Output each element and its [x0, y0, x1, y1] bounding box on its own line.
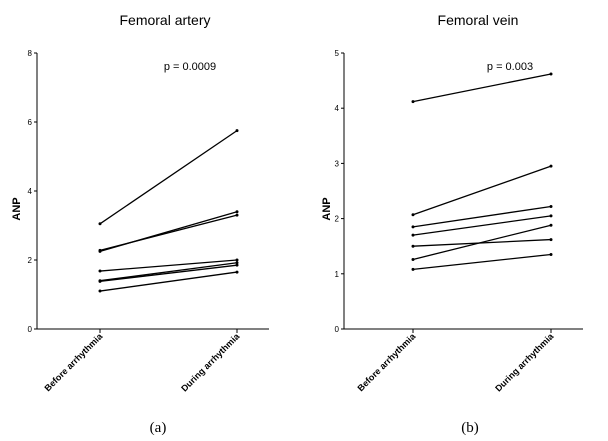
data-point	[235, 213, 239, 217]
y-tick-label: 8	[28, 49, 33, 58]
data-point	[549, 164, 553, 168]
data-point	[235, 261, 239, 265]
y-tick-label: 5	[335, 49, 340, 58]
data-point	[98, 222, 102, 226]
y-axis-label: ANP	[321, 197, 333, 220]
data-point	[235, 129, 239, 133]
x-tick-label: Before arrhythmia	[356, 331, 419, 394]
series-line-5	[99, 264, 238, 283]
data-point	[98, 289, 102, 293]
y-tick-label: 2	[28, 256, 33, 265]
data-point	[411, 213, 415, 217]
data-point	[549, 204, 553, 208]
data-point	[549, 214, 553, 218]
data-point	[549, 252, 553, 256]
series-line-5	[412, 224, 552, 261]
p-value-annotation: p = 0.003	[487, 61, 533, 73]
data-point	[98, 269, 102, 273]
y-tick-label: 2	[335, 215, 340, 224]
x-tick-label: During arrhythmia	[179, 331, 242, 394]
x-tick-label: Before arrhythmia	[43, 331, 106, 394]
chart-panel-1: Femoral vein p = 0.003 0 1 2 3 4 5 ANP Before arr…	[321, 12, 583, 436]
data-point	[235, 210, 239, 214]
y-axis-label: ANP	[11, 197, 23, 220]
series-line-4	[99, 262, 238, 282]
data-point	[98, 279, 102, 283]
y-tick-label: 6	[28, 118, 33, 127]
data-point	[411, 100, 415, 104]
data-point	[411, 225, 415, 229]
data-point	[549, 238, 553, 242]
data-point	[235, 263, 239, 267]
series-line-1	[412, 165, 552, 216]
series-line-2	[99, 214, 238, 251]
panel-caption: (b)	[461, 420, 479, 436]
series-line-6	[412, 253, 552, 271]
data-point	[235, 270, 239, 274]
series-line-0	[412, 73, 552, 103]
data-point	[98, 248, 102, 252]
y-tick-label: 3	[335, 159, 340, 168]
series-line-6	[99, 271, 238, 292]
x-tick-label: During arrhythmia	[493, 331, 556, 394]
y-tick-label: 1	[335, 270, 340, 279]
y-tick-label: 0	[28, 325, 33, 334]
p-value-annotation: p = 0.0009	[164, 61, 216, 73]
panel-caption: (a)	[150, 420, 167, 436]
series-line-0	[99, 130, 238, 225]
y-tick-label: 4	[335, 104, 340, 113]
data-point	[411, 267, 415, 271]
data-point	[411, 257, 415, 261]
y-tick-label: 4	[28, 187, 33, 196]
chart-title: Femoral artery	[119, 12, 210, 28]
series-line-2	[412, 205, 552, 228]
data-point	[411, 233, 415, 237]
series-line-3	[412, 215, 552, 236]
series-line-3	[99, 259, 238, 272]
data-point	[549, 72, 553, 76]
chart-panel-0: Femoral artery p = 0.0009 0 2 4 6 8 ANP Before a…	[11, 12, 269, 436]
data-point	[235, 258, 239, 262]
chart-title: Femoral vein	[438, 12, 519, 28]
y-tick-label: 0	[335, 325, 340, 334]
data-point	[411, 244, 415, 248]
data-point	[549, 223, 553, 227]
